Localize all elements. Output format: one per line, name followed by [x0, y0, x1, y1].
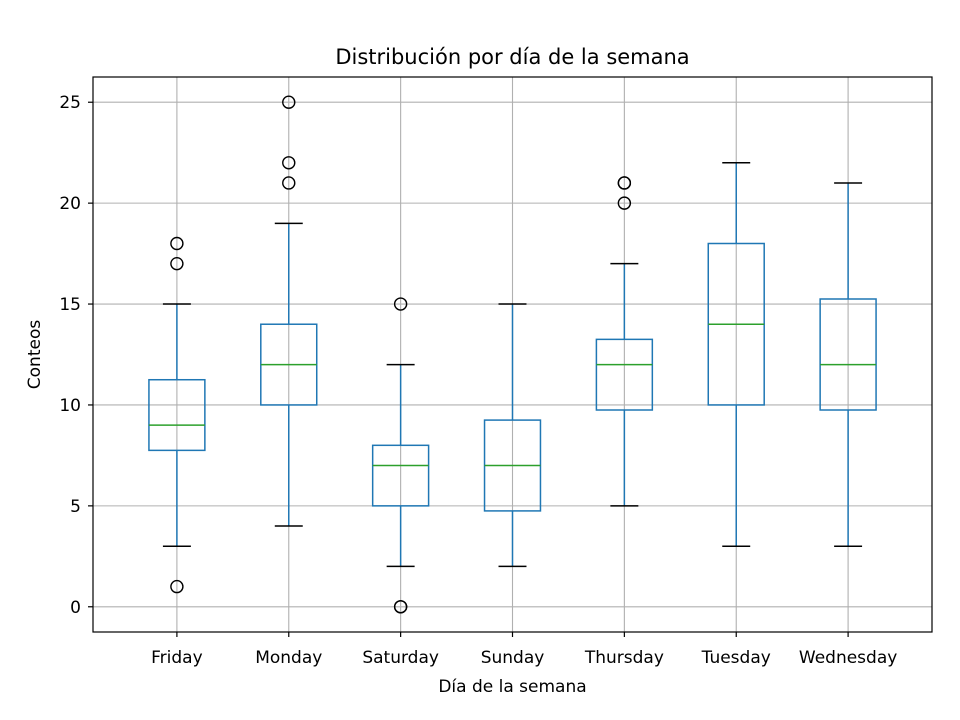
- axes: 0 5 10 15 20 25 Friday Monday Saturday Sunday Thur…: [59, 93, 897, 668]
- box-wednesday: [819, 182, 877, 547]
- x-tick-label-monday: Monday: [255, 648, 322, 668]
- x-tick-label-thursday: Thursday: [584, 648, 664, 668]
- outlier-point: [170, 579, 184, 594]
- x-axis-label: Día de la semana: [438, 677, 586, 697]
- iqr-box: [819, 298, 877, 411]
- y-tick-label: 5: [70, 497, 81, 517]
- y-axis-label: Conteos: [25, 320, 45, 390]
- outlier-point: [617, 176, 632, 190]
- box-friday: [148, 236, 206, 594]
- outlier-point: [282, 156, 296, 170]
- y-tick-label: 0: [70, 598, 81, 618]
- box-tuesday: [707, 162, 765, 547]
- y-tick-label: 15: [59, 295, 81, 315]
- outlier-point: [282, 95, 296, 109]
- x-tick-label-sunday: Sunday: [481, 648, 545, 668]
- x-tick-label-friday: Friday: [151, 648, 203, 668]
- outlier-point: [170, 236, 184, 251]
- outlier-point: [170, 256, 184, 271]
- box-thursday: [595, 176, 654, 507]
- outlier-point: [393, 600, 408, 614]
- plot-area: [148, 95, 877, 614]
- outlier-point: [617, 196, 632, 210]
- x-tick-label-saturday: Saturday: [362, 648, 439, 668]
- y-tick-label: 10: [59, 396, 81, 416]
- iqr-box: [371, 444, 430, 507]
- outlier-point: [393, 297, 408, 311]
- y-tick-label: 25: [59, 93, 81, 113]
- iqr-box: [595, 338, 654, 411]
- y-tick-label: 20: [59, 194, 81, 214]
- chart-title: Distribución por día de la semana: [335, 45, 689, 69]
- box-monday: [260, 95, 318, 527]
- outlier-point: [282, 176, 296, 190]
- x-tick-label-tuesday: Tuesday: [701, 648, 771, 668]
- box-saturday: [371, 297, 430, 614]
- box-sunday: [483, 303, 542, 568]
- x-tick-label-wednesday: Wednesday: [799, 648, 897, 668]
- iqr-box: [148, 378, 206, 452]
